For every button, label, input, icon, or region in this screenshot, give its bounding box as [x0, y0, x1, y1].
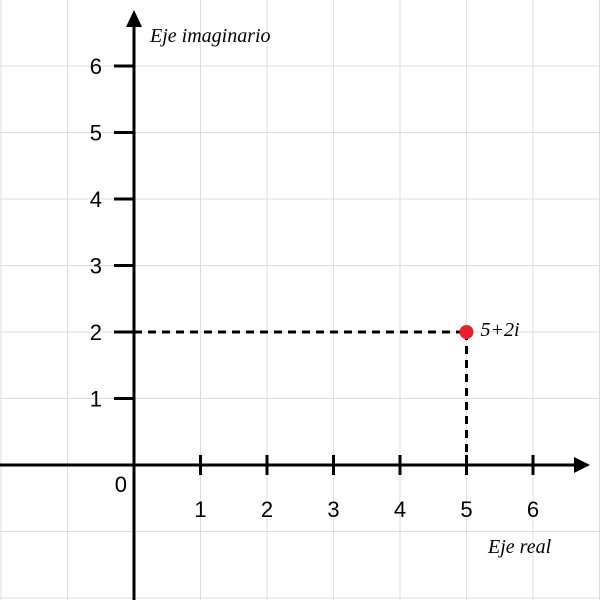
point-label: 5+2i [481, 319, 520, 341]
origin-label: 0 [115, 472, 127, 497]
y-axis-title: Eje imaginario [149, 25, 271, 47]
points: 5+2i [459, 319, 520, 341]
x-tick-label: 6 [527, 497, 539, 522]
axes [0, 10, 590, 600]
x-tick-label: 1 [194, 497, 206, 522]
x-tick-label: 5 [460, 497, 472, 522]
real-axis-arrow-icon [574, 457, 590, 473]
y-tick-label: 1 [90, 387, 102, 412]
y-tick-label: 6 [90, 54, 102, 79]
complex-point [459, 325, 474, 339]
y-tick-label: 4 [90, 187, 102, 212]
imaginary-axis-arrow-icon [126, 10, 142, 27]
ticks: 1 2 3 4 5 6 1 2 3 4 5 6 [90, 54, 539, 522]
x-tick-label: 3 [327, 497, 339, 522]
y-tick-label: 3 [90, 254, 102, 279]
y-tick-label: 2 [90, 320, 102, 345]
x-tick-label: 2 [261, 497, 273, 522]
x-axis-title: Eje real [487, 536, 552, 558]
x-tick-label: 4 [394, 497, 406, 522]
y-tick-label: 5 [90, 121, 102, 146]
